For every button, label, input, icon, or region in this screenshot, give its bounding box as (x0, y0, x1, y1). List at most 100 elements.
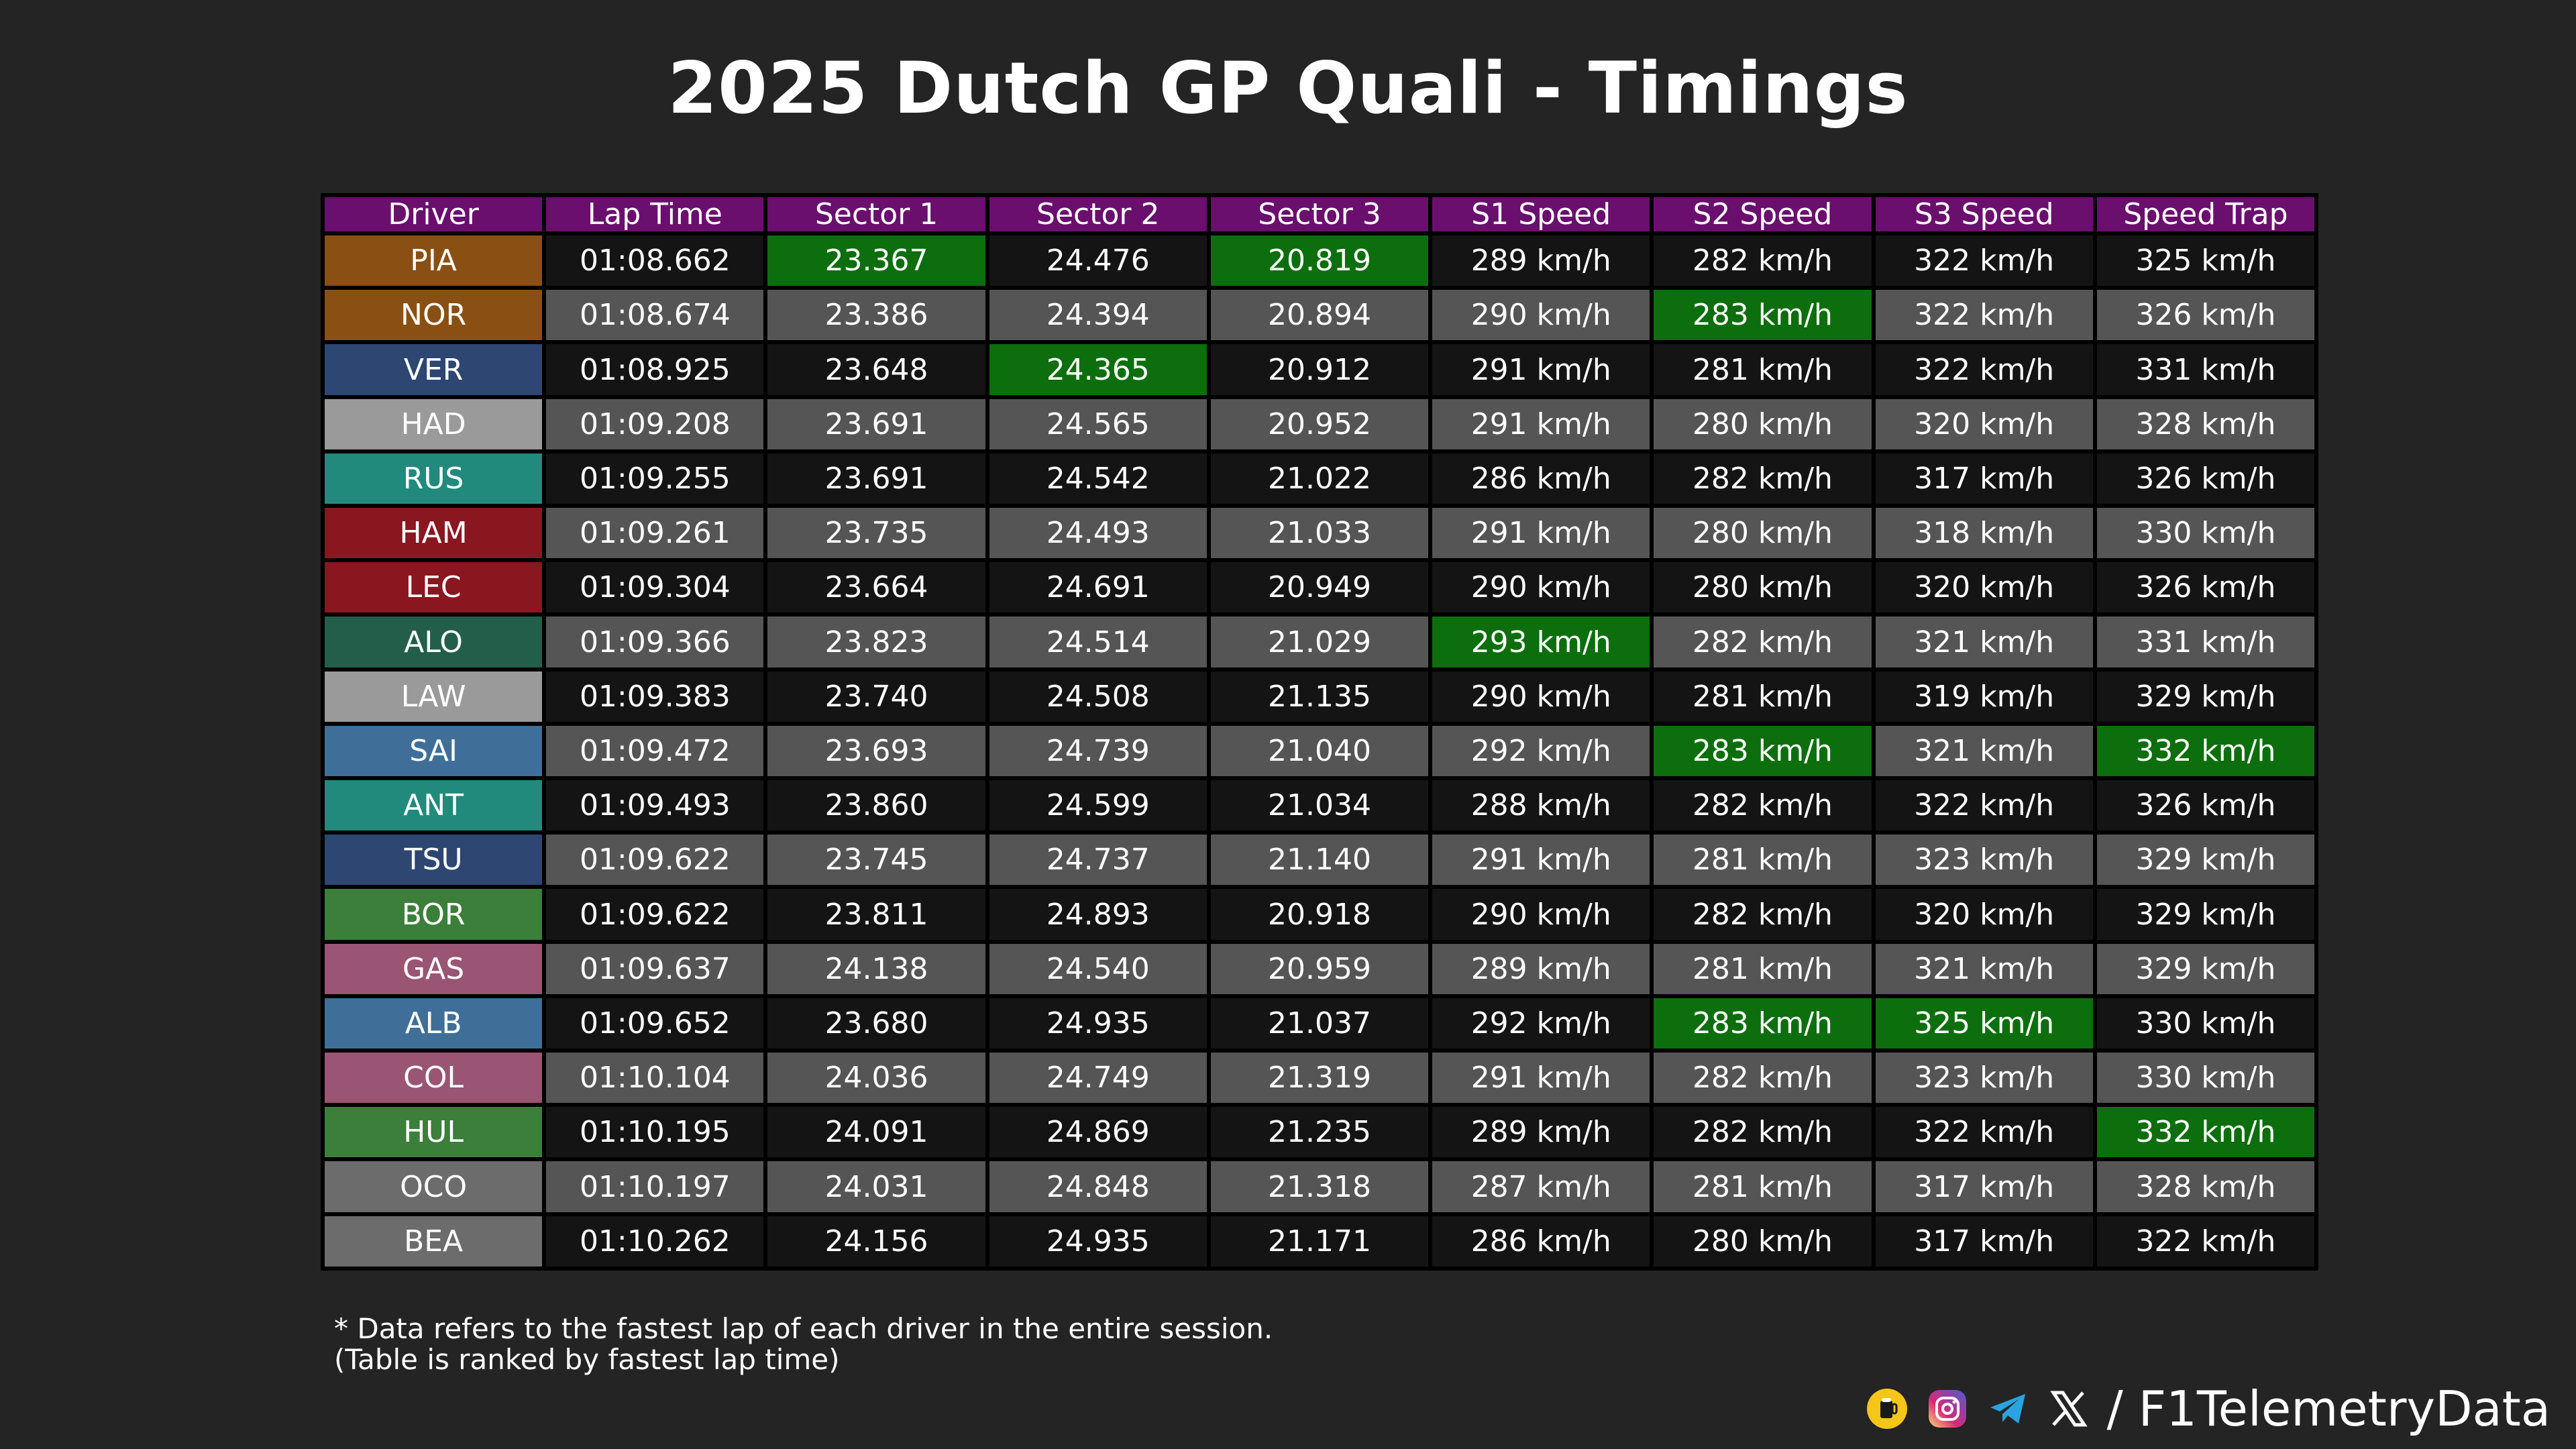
value-cell: 01:09.637 (546, 943, 764, 994)
best-value-cell: 283 km/h (1654, 725, 1872, 777)
value-cell: 280 km/h (1654, 508, 1872, 559)
value-cell: 288 km/h (1432, 780, 1650, 831)
value-cell: 292 km/h (1432, 998, 1650, 1049)
value-cell: 317 km/h (1875, 1216, 2093, 1267)
x-icon[interactable] (2047, 1387, 2090, 1430)
column-header: Sector 3 (1210, 197, 1429, 231)
value-cell: 20.918 (1210, 889, 1429, 940)
value-cell: 322 km/h (1875, 1107, 2093, 1158)
driver-cell: VER (325, 344, 543, 395)
value-cell: 01:09.304 (546, 562, 764, 613)
value-cell: 281 km/h (1654, 1161, 1872, 1212)
driver-cell: LAW (325, 671, 543, 722)
value-cell: 24.565 (989, 398, 1207, 449)
value-cell: 23.823 (767, 616, 985, 667)
value-cell: 323 km/h (1875, 835, 2093, 885)
value-cell: 329 km/h (2096, 835, 2314, 885)
value-cell: 329 km/h (2096, 943, 2314, 994)
value-cell: 320 km/h (1875, 562, 2093, 613)
value-cell: 23.860 (767, 780, 985, 831)
beer-icon[interactable] (1866, 1387, 1909, 1430)
value-cell: 01:09.255 (546, 453, 764, 504)
value-cell: 01:09.622 (546, 835, 764, 885)
value-cell: 24.869 (989, 1107, 1207, 1158)
value-cell: 01:09.652 (546, 998, 764, 1049)
value-cell: 24.036 (767, 1053, 985, 1104)
driver-cell: NOR (325, 290, 543, 341)
table-header-row: Driver Lap Time Sector 1 Sector 2 Sector 3 S1… (325, 197, 2314, 231)
footnote-line-2: (Table is ranked by fastest lap time) (334, 1343, 840, 1376)
table-row: RUS 01:09.255 23.691 24.542 21.022 286 km/h 28… (325, 453, 2314, 504)
value-cell: 286 km/h (1432, 1216, 1650, 1267)
table-row: VER 01:08.925 23.648 24.365 20.912 291 km/h 28… (325, 344, 2314, 395)
table-row: ALB 01:09.652 23.680 24.935 21.037 292 km/h 28… (325, 998, 2314, 1049)
value-cell: 21.235 (1210, 1107, 1429, 1158)
value-cell: 24.138 (767, 943, 985, 994)
best-value-cell: 283 km/h (1654, 290, 1872, 341)
value-cell: 21.171 (1210, 1216, 1429, 1267)
value-cell: 21.022 (1210, 453, 1429, 504)
value-cell: 287 km/h (1432, 1161, 1650, 1212)
value-cell: 282 km/h (1654, 616, 1872, 667)
value-cell: 282 km/h (1654, 453, 1872, 504)
value-cell: 24.935 (989, 1216, 1207, 1267)
value-cell: 322 km/h (2096, 1216, 2314, 1267)
table-row: LAW 01:09.383 23.740 24.508 21.135 290 km/h 28… (325, 671, 2314, 722)
table-row: COL 01:10.104 24.036 24.749 21.319 291 km/h 28… (325, 1053, 2314, 1104)
column-header: S2 Speed (1654, 197, 1872, 231)
table-row: ANT 01:09.493 23.860 24.599 21.034 288 km/h 28… (325, 780, 2314, 831)
value-cell: 322 km/h (1875, 290, 2093, 341)
value-cell: 291 km/h (1432, 508, 1650, 559)
value-cell: 329 km/h (2096, 889, 2314, 940)
column-header: S3 Speed (1875, 197, 2093, 231)
value-cell: 24.514 (989, 616, 1207, 667)
value-cell: 320 km/h (1875, 398, 2093, 449)
value-cell: 24.031 (767, 1161, 985, 1212)
value-cell: 01:10.262 (546, 1216, 764, 1267)
value-cell: 320 km/h (1875, 889, 2093, 940)
social-bar: / F1TelemetryData (1866, 1381, 2551, 1437)
column-header: Sector 1 (767, 197, 985, 231)
value-cell: 291 km/h (1432, 1053, 1650, 1104)
driver-cell: RUS (325, 453, 543, 504)
table-row: GAS 01:09.637 24.138 24.540 20.959 289 km/h 28… (325, 943, 2314, 994)
value-cell: 23.811 (767, 889, 985, 940)
value-cell: 282 km/h (1654, 889, 1872, 940)
column-header: S1 Speed (1432, 197, 1650, 231)
value-cell: 321 km/h (1875, 725, 2093, 777)
value-cell: 330 km/h (2096, 1053, 2314, 1104)
value-cell: 280 km/h (1654, 1216, 1872, 1267)
instagram-icon[interactable] (1926, 1387, 1969, 1430)
value-cell: 01:10.195 (546, 1107, 764, 1158)
value-cell: 331 km/h (2096, 616, 2314, 667)
table-row: HAM 01:09.261 23.735 24.493 21.033 291 km/h 28… (325, 508, 2314, 559)
value-cell: 292 km/h (1432, 725, 1650, 777)
value-cell: 281 km/h (1654, 943, 1872, 994)
driver-cell: PIA (325, 235, 543, 286)
value-cell: 21.140 (1210, 835, 1429, 885)
value-cell: 326 km/h (2096, 780, 2314, 831)
value-cell: 21.034 (1210, 780, 1429, 831)
value-cell: 23.691 (767, 453, 985, 504)
value-cell: 24.493 (989, 508, 1207, 559)
value-cell: 21.318 (1210, 1161, 1429, 1212)
driver-cell: BOR (325, 889, 543, 940)
telegram-icon[interactable] (1986, 1387, 2029, 1430)
column-header: Sector 2 (989, 197, 1207, 231)
value-cell: 20.952 (1210, 398, 1429, 449)
value-cell: 326 km/h (2096, 453, 2314, 504)
value-cell: 281 km/h (1654, 835, 1872, 885)
value-cell: 330 km/h (2096, 508, 2314, 559)
driver-cell: ALO (325, 616, 543, 667)
table-row: BEA 01:10.262 24.156 24.935 21.171 286 km/h 28… (325, 1216, 2314, 1267)
value-cell: 24.394 (989, 290, 1207, 341)
column-header: Lap Time (546, 197, 764, 231)
table-row: HAD 01:09.208 23.691 24.565 20.952 291 km/h 28… (325, 398, 2314, 449)
value-cell: 01:09.366 (546, 616, 764, 667)
value-cell: 01:09.383 (546, 671, 764, 722)
value-cell: 01:09.493 (546, 780, 764, 831)
footnote: * Data refers to the fastest lap of each… (334, 1313, 1273, 1375)
footnote-line-1: * Data refers to the fastest lap of each… (334, 1312, 1273, 1345)
best-value-cell: 24.365 (989, 344, 1207, 395)
driver-cell: LEC (325, 562, 543, 613)
